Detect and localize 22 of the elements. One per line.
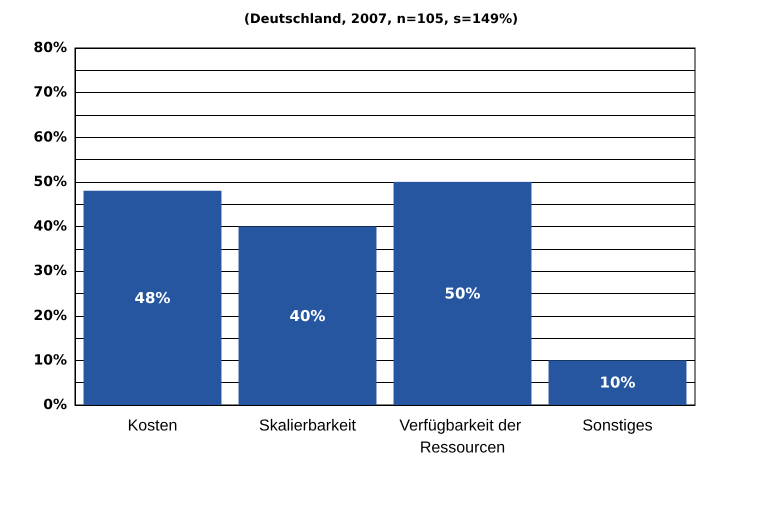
y-tick-label: 0% — [43, 397, 67, 413]
y-tick-label: 30% — [33, 263, 67, 280]
bar — [238, 226, 376, 405]
x-tick-label: Kosten — [128, 418, 178, 434]
y-tick-label: 40% — [33, 218, 67, 234]
bar — [394, 182, 532, 405]
chart-title: (Deutschland, 2007, n=105, s=149%) — [244, 12, 518, 27]
y-tick-label: 20% — [33, 308, 67, 324]
y-tick-label: 70% — [33, 84, 67, 101]
bar — [84, 190, 222, 405]
x-tick-label: Sonstiges — [582, 418, 653, 434]
y-tick-label: 10% — [33, 352, 67, 368]
data-label: 50% — [444, 284, 480, 302]
data-label: 48% — [134, 288, 170, 307]
y-tick-label: 80% — [33, 40, 67, 56]
x-tick-label: Verfügbarkeit der Ressourcen — [399, 418, 526, 456]
y-tick-label: 60% — [33, 129, 67, 146]
y-tick-label: 50% — [33, 174, 67, 190]
data-label: 40% — [290, 306, 326, 325]
data-label: 10% — [600, 374, 636, 392]
bar — [548, 360, 686, 405]
x-tick-label: Skalierbarkeit — [259, 418, 357, 434]
